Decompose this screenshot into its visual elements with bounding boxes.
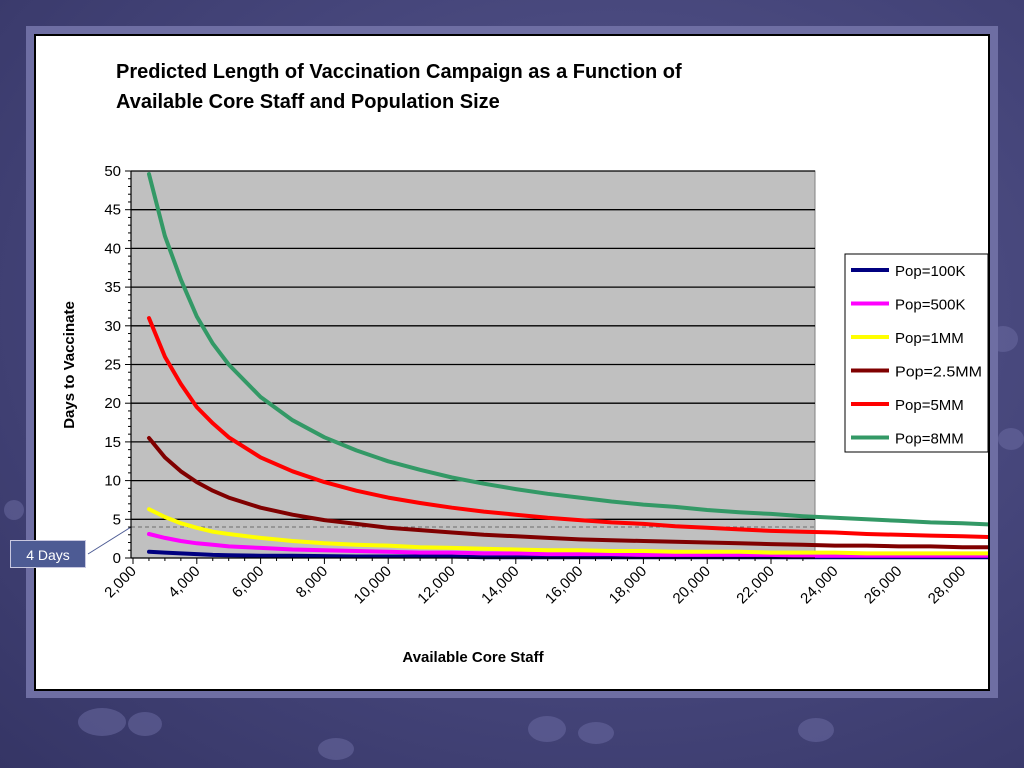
x-tick-label: 18,000 [606, 563, 650, 607]
legend-label: Pop=8MM [895, 431, 964, 448]
x-tick-label: 16,000 [542, 563, 586, 607]
chart: Predicted Length of Vaccination Campaign… [61, 61, 988, 666]
y-tick-label: 50 [104, 163, 121, 180]
chart-panel: Predicted Length of Vaccination Campaign… [34, 34, 990, 691]
series-line-4 [147, 436, 988, 550]
x-tick-label: 12,000 [414, 563, 458, 607]
y-tick-label: 10 [104, 473, 121, 490]
legend-label: Pop=1MM [895, 330, 964, 347]
x-tick-label: 10,000 [351, 563, 395, 607]
x-tick-label: 14,000 [478, 563, 522, 607]
background-dot [578, 722, 614, 744]
y-tick-label: 25 [104, 357, 121, 374]
x-tick-label: 8,000 [293, 563, 332, 602]
y-axis-label: Days to Vaccinate [61, 301, 78, 429]
background-dot [78, 708, 126, 736]
legend-label: Pop=5MM [895, 397, 964, 414]
y-tick-label: 5 [113, 511, 121, 528]
background-dot [998, 428, 1024, 450]
legend-label: Pop=2.5MM [895, 364, 982, 381]
chart-title-line-2: Available Core Staff and Population Size [116, 91, 500, 113]
callout-pointer [87, 526, 132, 555]
x-tick-label: 6,000 [229, 563, 268, 602]
x-tick-label: 4,000 [165, 563, 204, 602]
background-dot [798, 718, 834, 742]
x-tick-label: 20,000 [670, 563, 714, 607]
y-tick-label: 20 [104, 395, 121, 412]
x-tick-label: 2,000 [101, 563, 140, 602]
y-tick-label: 30 [104, 318, 121, 335]
x-tick-labels: 2,000 4,000 6,000 8,000 10,000 12,000 14,000 16… [101, 563, 969, 607]
background-dot [4, 500, 24, 520]
background-dot [318, 738, 354, 760]
legend-box [844, 253, 988, 453]
series-line-2 [147, 532, 988, 558]
x-tick-label: 26,000 [861, 563, 905, 607]
legend-label: Pop=500K [895, 297, 965, 314]
x-tick-label: 22,000 [733, 563, 777, 607]
series-line-6 [147, 172, 988, 527]
series-line-3 [147, 507, 988, 556]
four-days-callout: 4 Days [10, 540, 86, 568]
chart-title-line-1: Predicted Length of Vaccination Campaign… [116, 61, 682, 83]
y-tick-label: 15 [104, 434, 121, 451]
gridlines [131, 170, 815, 520]
y-tick-label: 40 [104, 240, 121, 257]
y-tick-labels: 0 5 10 15 20 25 30 35 40 45 50 [104, 163, 121, 567]
y-tick-label: 0 [113, 550, 121, 567]
y-tick-label: 35 [104, 279, 121, 296]
series-line-5 [147, 316, 988, 539]
y-tick-label: 45 [104, 202, 121, 219]
background-dot [128, 712, 162, 736]
legend: Pop=100K Pop=500K Pop=1MM Pop=2.5MM Pop=5MM P… [844, 253, 988, 453]
legend-label: Pop=100K [895, 263, 965, 280]
series-lines [147, 172, 988, 560]
x-tick-label: 24,000 [797, 563, 841, 607]
x-tick-label: 28,000 [925, 563, 969, 607]
background-dot [528, 716, 566, 742]
axes [125, 170, 815, 564]
x-axis-label: Available Core Staff [402, 649, 544, 666]
